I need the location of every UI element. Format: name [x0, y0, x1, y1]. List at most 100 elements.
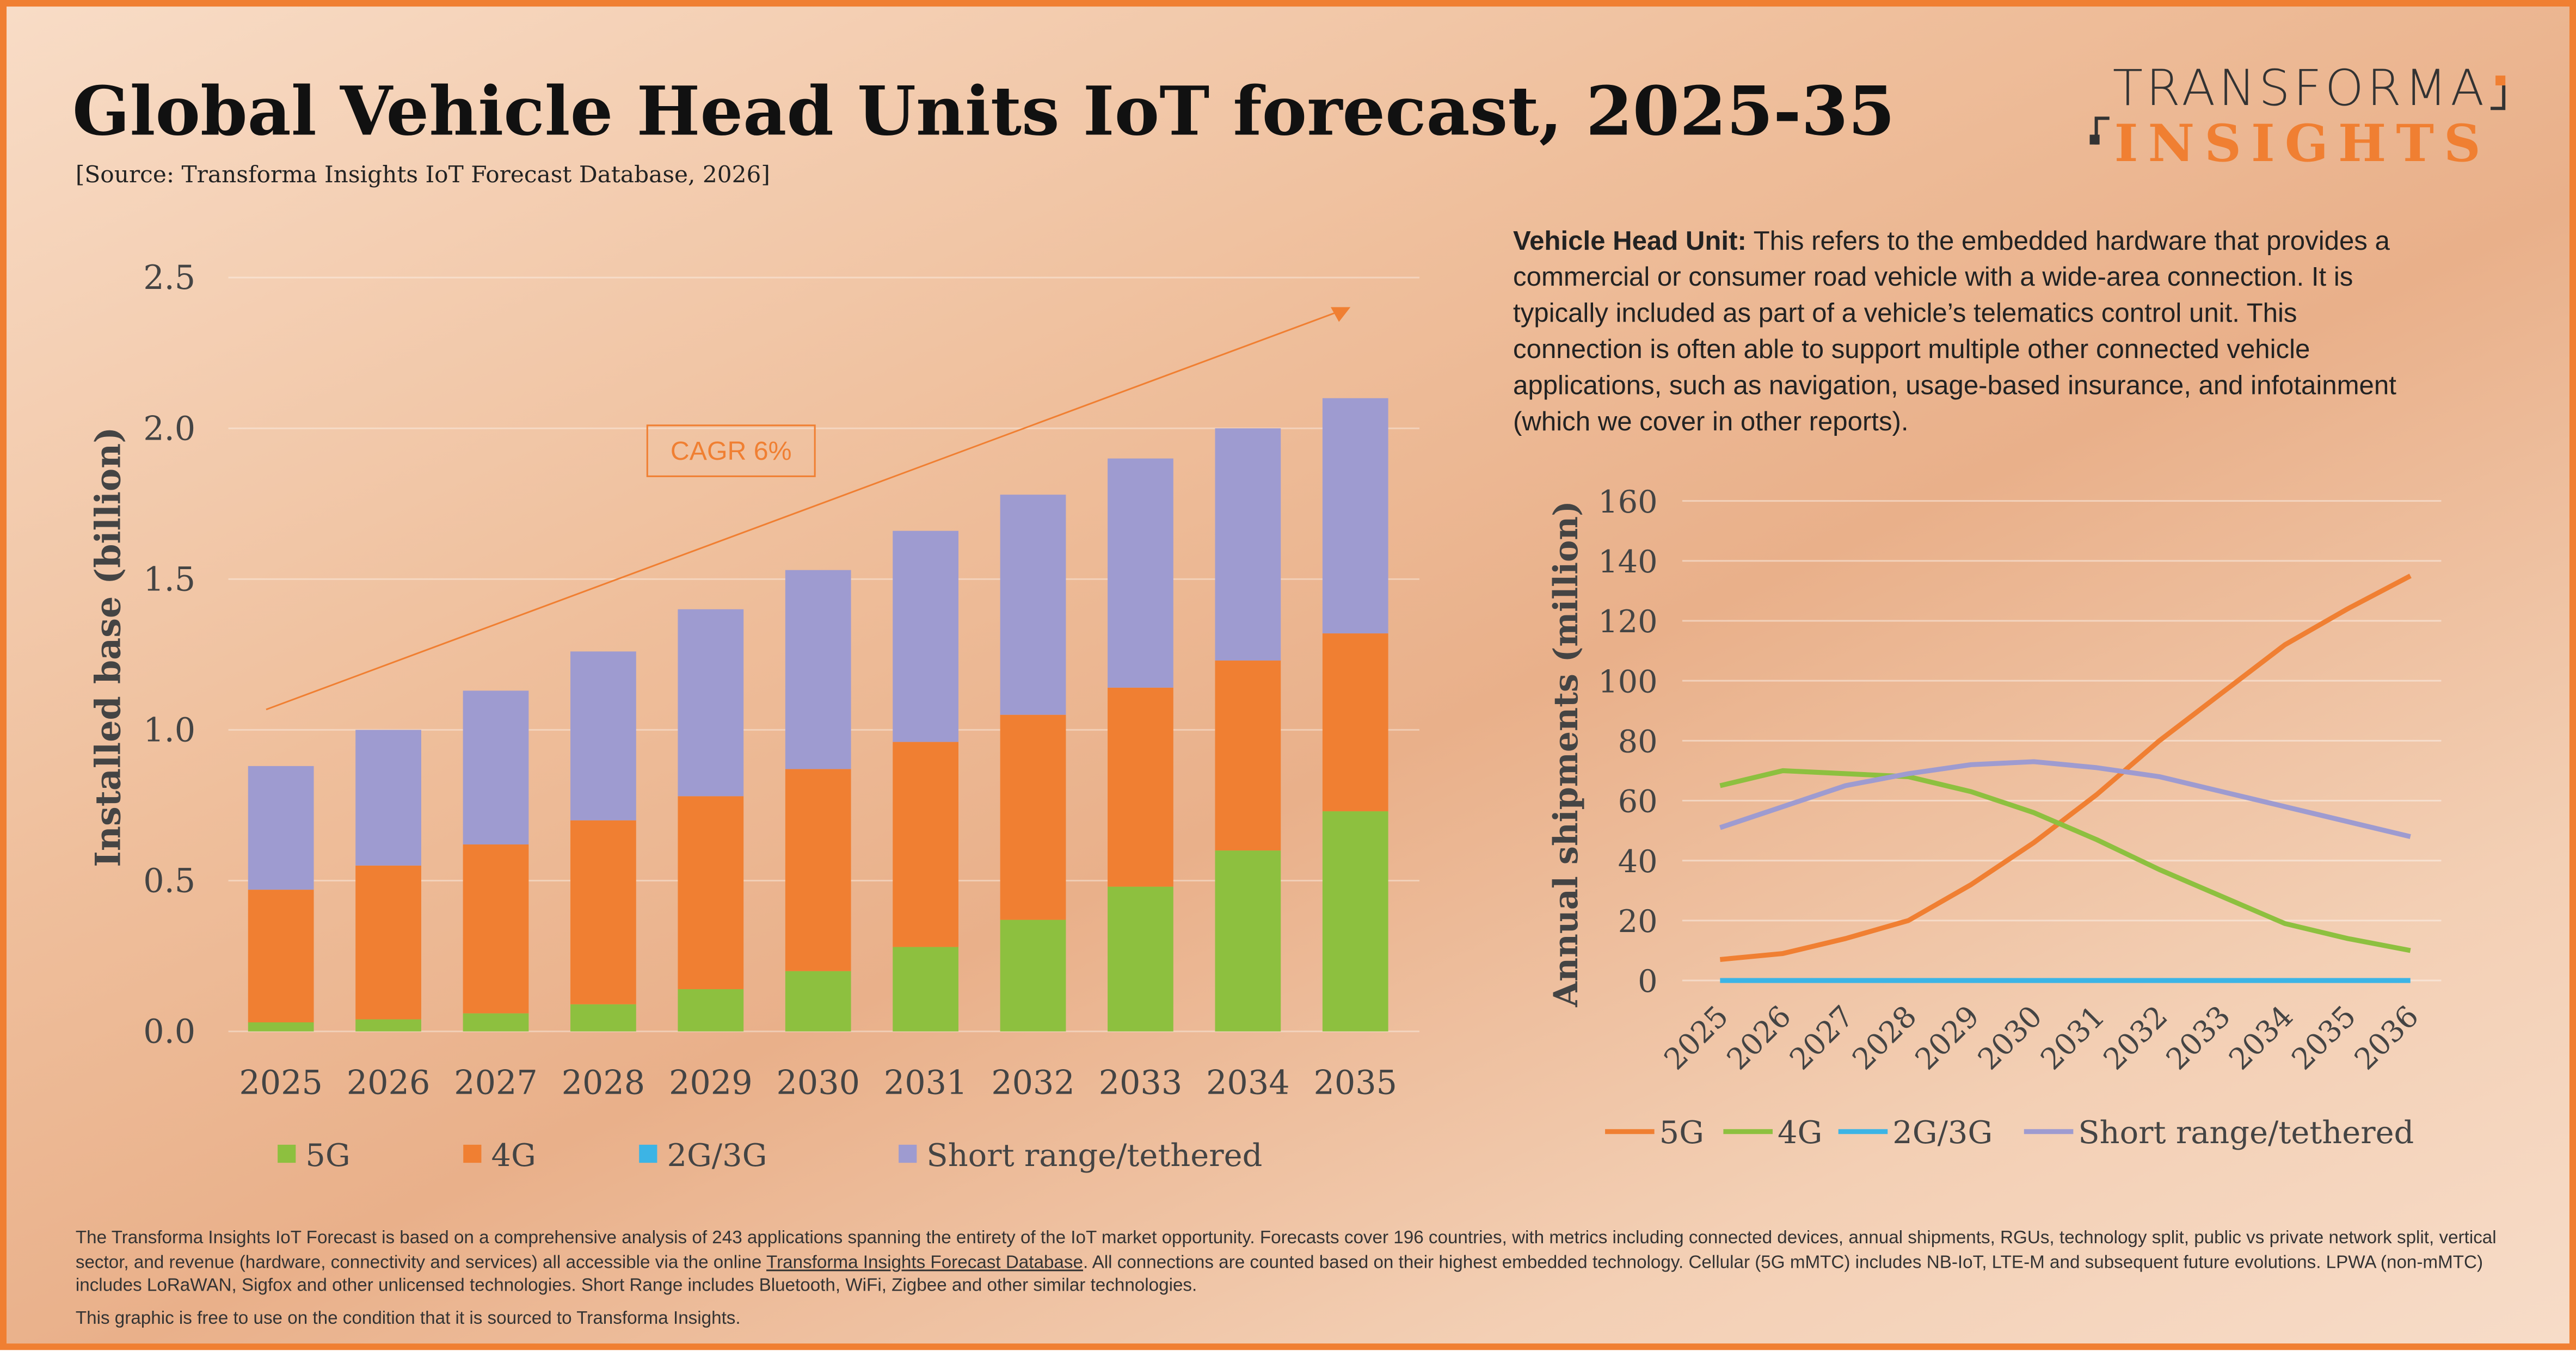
x-tick-label: 2034	[2222, 999, 2300, 1076]
logo-top: TRANSFORMA	[2113, 60, 2487, 117]
legend-label: 5G	[305, 1137, 350, 1174]
bar-segment	[785, 769, 851, 971]
bar-segment	[1108, 458, 1173, 688]
footer-link[interactable]: Transforma Insights Forecast Database	[766, 1252, 1083, 1272]
bar-segment	[1108, 687, 1173, 887]
x-tick-label: 2026	[1720, 999, 1798, 1076]
bar-segment	[355, 865, 421, 1020]
y-tick-label: 1.5	[143, 560, 195, 599]
bar-segment	[785, 570, 851, 769]
legend-marker	[463, 1144, 482, 1163]
line-series	[1719, 768, 2411, 953]
logo-bracket	[2491, 85, 2506, 110]
bar-segment	[248, 1022, 314, 1032]
bar-segment	[1322, 811, 1388, 1032]
logo-dot	[2089, 134, 2100, 145]
bar-segment	[248, 766, 314, 890]
bar-segment	[1215, 428, 1281, 661]
x-tick-label: 2036	[2348, 999, 2425, 1076]
x-tick-label: 2032	[2097, 999, 2174, 1076]
bar-segment	[1000, 920, 1066, 1032]
source: [Source: Transforma Insights IoT Forecas…	[75, 162, 770, 189]
bar-segment	[1215, 850, 1281, 1032]
logo-dot	[2495, 75, 2506, 85]
legend-label: 2G/3G	[1892, 1114, 1993, 1151]
legend-marker	[899, 1144, 917, 1163]
bar-segment	[1000, 714, 1066, 920]
y-tick-label: 2.0	[143, 410, 195, 448]
footer: The Transforma Insights IoT Forecast is …	[76, 1227, 2524, 1298]
bar-segment	[893, 742, 958, 947]
bar-segment	[1000, 495, 1066, 715]
x-tick-label: 2026	[347, 1064, 431, 1102]
bar-segment	[678, 989, 744, 1032]
legend-label: 5G	[1659, 1114, 1704, 1151]
x-tick-label: 2028	[1846, 999, 1923, 1076]
x-tick-label: 2033	[2160, 999, 2237, 1076]
x-tick-label: 2031	[2034, 999, 2111, 1076]
y-tick-label: 0.0	[143, 1013, 195, 1051]
y-tick-label: 0.5	[143, 862, 195, 900]
bar-segment	[570, 820, 636, 1004]
y-tick-label: 80	[1618, 723, 1658, 760]
x-tick-label: 2030	[776, 1064, 860, 1102]
x-tick-label: 2027	[454, 1064, 538, 1102]
x-tick-label: 2030	[1971, 999, 2049, 1076]
bar-segment	[570, 651, 636, 821]
bar-segment	[463, 1013, 529, 1032]
legend-label: 2G/3G	[667, 1137, 767, 1174]
y-tick-label: 120	[1598, 603, 1657, 640]
bar-segment	[1108, 886, 1173, 1032]
bar-segment	[1322, 633, 1388, 812]
charts: TRANSFORMA INSIGHTS 0.0 0.5 1.0 1.5 2.0 2.5 In…	[87, 60, 2506, 1174]
y-tick-label: 160	[1598, 484, 1657, 520]
bar-segment	[248, 890, 314, 1022]
y-tick-label: 60	[1618, 784, 1658, 820]
x-tick-label: 2028	[562, 1064, 645, 1102]
logo-bottom: INSIGHTS	[2114, 114, 2491, 174]
legend-label: Short range/tethered	[926, 1137, 1262, 1174]
bar-segment	[678, 796, 744, 990]
description-text: This refers to the embedded hardware tha…	[1513, 226, 2396, 437]
x-tick-label: 2032	[991, 1064, 1075, 1102]
x-tick-label: 2035	[2285, 999, 2362, 1076]
annotation: CAGR 6%	[671, 436, 792, 466]
x-tick-label: 2025	[239, 1064, 323, 1102]
x-tick-label: 2029	[669, 1064, 753, 1102]
x-tick-label: 2033	[1099, 1064, 1183, 1102]
bar-segment	[1215, 660, 1281, 851]
bar-segment	[1322, 398, 1388, 634]
footer-text: The Transforma Insights IoT Forecast is …	[75, 1228, 2497, 1272]
y-tick-label: 0	[1638, 963, 1657, 1000]
x-tick-label: 2025	[1657, 999, 1735, 1076]
bar-segment	[463, 844, 529, 1014]
y-axis-title: Annual shipments (million)	[1547, 501, 1585, 1007]
bar-segment	[785, 971, 851, 1032]
x-tick-label: 2035	[1313, 1064, 1397, 1102]
legend-marker	[639, 1144, 657, 1163]
y-tick-label: 40	[1618, 843, 1658, 880]
bar-segment	[355, 1019, 421, 1032]
line-series	[1719, 759, 2411, 840]
title: Global Vehicle Head Units IoT forecast, …	[72, 72, 1895, 151]
y-tick-label: 100	[1598, 663, 1657, 700]
line-series	[1719, 573, 2412, 962]
x-tick-label: 2029	[1909, 999, 1986, 1076]
bar-segment	[355, 730, 421, 866]
x-tick-label: 2031	[884, 1064, 968, 1102]
bar-segment	[893, 530, 958, 742]
description: Vehicle Head Unit: This refers to the em…	[1513, 224, 2433, 440]
legend-label: 4G	[491, 1137, 536, 1174]
legend-label: Short range/tethered	[2078, 1114, 2414, 1151]
trend-arrow	[266, 311, 1338, 711]
footer-note: This graphic is free to use on the condi…	[75, 1309, 741, 1329]
x-tick-label: 2034	[1206, 1064, 1290, 1102]
bar-segment	[893, 947, 958, 1032]
x-tick-label: 2027	[1783, 999, 1860, 1076]
legend-label: 4G	[1778, 1114, 1822, 1151]
arrow-head	[1330, 307, 1351, 322]
y-axis-title: Installed base (billion)	[87, 427, 128, 867]
y-tick-label: 2.5	[143, 259, 195, 297]
